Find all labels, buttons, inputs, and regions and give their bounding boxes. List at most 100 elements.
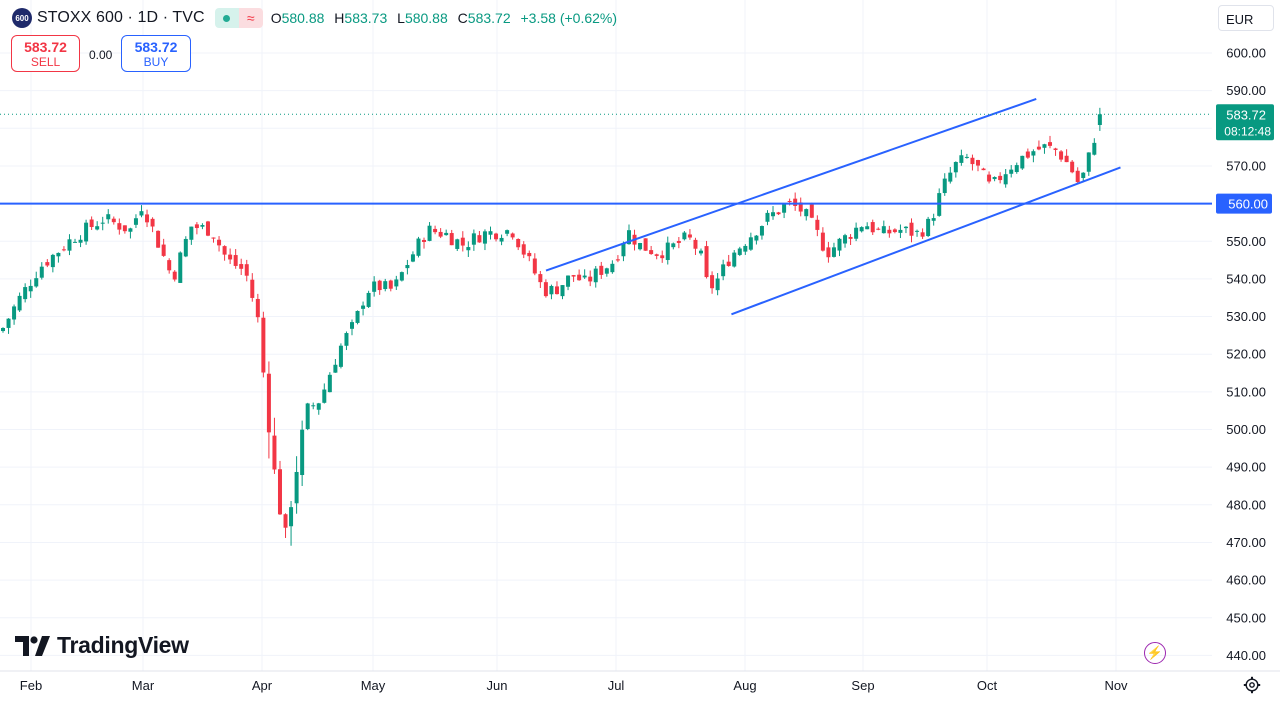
candle-body	[316, 403, 321, 410]
settings-gear-icon[interactable]	[1243, 676, 1261, 694]
candle-body	[699, 250, 704, 254]
lightning-icon[interactable]: ⚡	[1144, 642, 1166, 664]
time-tick-label: May	[361, 678, 386, 693]
candle-body	[460, 237, 465, 246]
candle-body	[1014, 165, 1019, 173]
candle-body	[798, 202, 803, 212]
candle-body	[970, 157, 975, 165]
low-value: 580.88	[404, 10, 448, 26]
candle-body	[1009, 169, 1014, 174]
candle-body	[394, 279, 399, 287]
time-tick-label: Mar	[132, 678, 155, 693]
candle-body	[521, 244, 526, 255]
candle-body	[283, 514, 288, 528]
open-value: 580.88	[281, 10, 325, 26]
symbol-title[interactable]: STOXX 600 · 1D · TVC	[37, 9, 205, 26]
tradingview-logo[interactable]: TradingView	[15, 632, 189, 659]
currency-button[interactable]: EUR	[1218, 5, 1274, 31]
candle-body	[383, 281, 388, 290]
buy-button[interactable]: 583.72 BUY	[121, 35, 191, 72]
candle-body	[1048, 142, 1053, 146]
candle-body	[277, 469, 282, 515]
candle-body	[626, 230, 631, 245]
price-axis[interactable]: 600.00590.00580.00570.00560.00550.00540.…	[1216, 46, 1274, 663]
price-tick-label: 480.00	[1226, 497, 1266, 512]
price-tick-label: 450.00	[1226, 610, 1266, 625]
time-axis[interactable]: Feb Mar Apr May Jun Jul Aug Sep Oct Nov	[0, 670, 1280, 693]
buy-label: BUY	[143, 54, 169, 69]
candle-body	[649, 250, 654, 255]
candle-body	[45, 262, 50, 266]
candle-body	[942, 178, 947, 194]
candle-body	[687, 234, 692, 238]
candle-body	[1036, 146, 1041, 150]
candle-body	[876, 228, 881, 230]
trend-line[interactable]	[731, 166, 1121, 316]
price-tick-label: 440.00	[1226, 648, 1266, 663]
price-tick-label: 570.00	[1226, 158, 1266, 173]
candle-body	[73, 241, 78, 243]
candle-body	[909, 222, 914, 236]
candle-body	[217, 239, 222, 246]
ohlc-values: O580.88 H583.73 L580.88 C583.72 +3.58 (+…	[270, 10, 618, 26]
candle-body	[350, 322, 355, 329]
candle-body	[433, 228, 438, 233]
candle-body	[765, 212, 770, 222]
candle-body	[915, 230, 920, 232]
candle-body	[34, 278, 39, 287]
trend-line[interactable]	[545, 97, 1037, 272]
candle-body	[167, 260, 172, 271]
candle-body	[211, 237, 216, 239]
candle-body	[881, 226, 886, 234]
candle-body	[1059, 151, 1064, 160]
candle-body	[948, 172, 953, 182]
candle-body	[366, 292, 371, 307]
drawing-overlays[interactable]	[0, 97, 1212, 316]
candle-body	[582, 275, 587, 278]
candle-body	[1092, 142, 1097, 155]
candle-body	[665, 242, 670, 261]
candle-body	[300, 429, 305, 476]
candle-body	[372, 281, 377, 292]
candle-body	[560, 285, 565, 297]
candle-body	[1031, 151, 1036, 156]
candle-body	[887, 229, 892, 234]
candle-body	[660, 255, 665, 259]
sell-button[interactable]: 583.72 SELL	[11, 35, 80, 72]
candle-body	[78, 239, 83, 243]
candle-body	[621, 243, 626, 257]
candle-body	[892, 229, 897, 233]
candle-body	[294, 471, 299, 504]
candle-body	[865, 226, 870, 230]
candle-body	[516, 239, 521, 248]
candle-body	[987, 174, 992, 182]
candle-body	[145, 214, 150, 223]
buy-price: 583.72	[134, 38, 178, 55]
candle-body	[953, 161, 958, 173]
status-pill[interactable]: ≈	[214, 8, 263, 28]
price-tick-label: 500.00	[1226, 422, 1266, 437]
candle-body	[122, 225, 127, 232]
price-tick-label: 600.00	[1226, 46, 1266, 61]
candle-body	[1025, 151, 1030, 158]
candle-body	[422, 239, 427, 242]
candle-body	[926, 218, 931, 237]
close-value: 583.72	[467, 10, 511, 26]
candle-body	[843, 235, 848, 244]
change-value: +3.58 (+0.62%)	[520, 10, 618, 26]
candle-body	[593, 268, 598, 283]
candle-body	[793, 198, 798, 206]
candle-body	[710, 275, 715, 289]
candle-body	[682, 232, 687, 240]
candle-body	[410, 254, 415, 262]
candle-body	[643, 238, 648, 251]
candle-body	[194, 224, 199, 229]
price-tick-label: 460.00	[1226, 573, 1266, 588]
candle-body	[748, 237, 753, 250]
candle-body	[17, 295, 22, 311]
candle-body	[959, 155, 964, 163]
candle-body	[488, 231, 493, 235]
candle-body	[427, 225, 432, 241]
candle-body	[726, 261, 731, 266]
